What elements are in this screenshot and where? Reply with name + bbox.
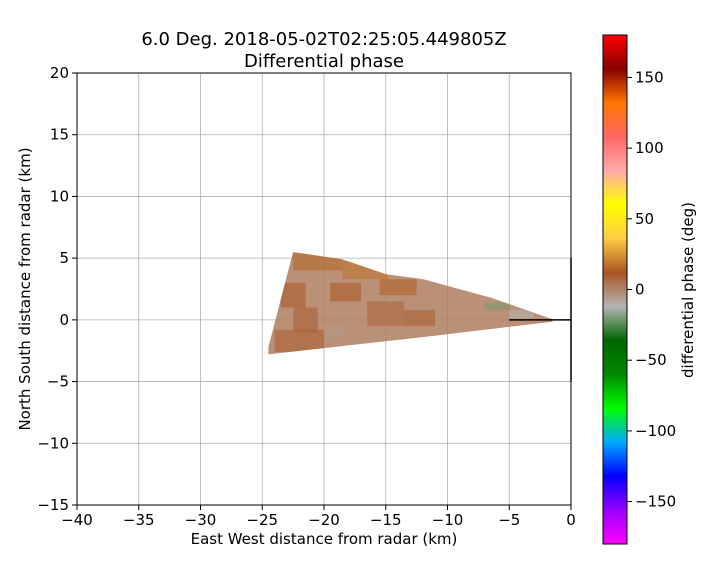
y-tick-label: 0 [59, 311, 69, 329]
colorbar-tick-label: 100 [635, 139, 664, 157]
phase-patch [274, 329, 324, 352]
x-axis-ticks: −40 −35 −30 −25 −20 −15 −10 −5 0 [61, 505, 576, 529]
y-tick-label: −15 [37, 496, 69, 514]
y-tick-label: 10 [50, 187, 69, 205]
x-tick-label: −40 [61, 511, 93, 529]
colorbar-gradient [602, 34, 628, 545]
phase-patch [330, 282, 362, 302]
x-tick-label: −30 [185, 511, 217, 529]
chart-title-line1: 6.0 Deg. 2018-05-02T02:25:05.449805Z [141, 29, 506, 50]
colorbar-tick-label: −100 [635, 422, 676, 440]
phase-patch [509, 309, 534, 319]
y-tick-label: 5 [59, 249, 69, 267]
colorbar: 150 100 50 0 −50 −100 −150 differential phase … [602, 34, 697, 545]
phase-sector [268, 252, 553, 355]
x-tick-label: −5 [498, 511, 520, 529]
y-tick-label: −5 [47, 373, 69, 391]
plot-area: −40 −35 −30 −25 −20 −15 −10 −5 0 −15 −10 −5 0 5 10 15 2… [37, 64, 575, 529]
phase-patch [404, 309, 436, 327]
colorbar-ticks: 150 100 50 0 −50 −100 −150 [627, 68, 676, 511]
colorbar-tick-label: 0 [635, 281, 645, 299]
y-tick-label: 20 [50, 64, 69, 82]
x-tick-label: −35 [123, 511, 155, 529]
x-tick-label: −10 [432, 511, 464, 529]
colorbar-tick-label: 150 [635, 68, 664, 86]
y-tick-label: 15 [50, 126, 69, 144]
phase-patch [293, 307, 318, 333]
y-axis-ticks: −15 −10 −5 0 5 10 15 20 [37, 64, 77, 514]
colorbar-label: differential phase (deg) [679, 202, 697, 378]
sector-patches [274, 253, 534, 352]
x-axis-label: East West distance from radar (km) [191, 530, 458, 548]
chart-title-line2: Differential phase [244, 51, 404, 72]
phase-patch [484, 302, 510, 310]
x-tick-label: −20 [308, 511, 340, 529]
phase-patch [324, 326, 343, 339]
phase-patch [379, 279, 417, 296]
phase-patch [280, 282, 306, 308]
y-axis-label: North South distance from radar (km) [16, 147, 34, 430]
x-tick-label: −15 [370, 511, 402, 529]
x-tick-label: 0 [566, 511, 576, 529]
colorbar-tick-label: 50 [635, 210, 654, 228]
colorbar-tick-label: −50 [635, 351, 667, 369]
x-tick-label: −25 [246, 511, 278, 529]
phase-patch [367, 301, 405, 327]
y-tick-label: −10 [37, 434, 69, 452]
colorbar-tick-label: −150 [635, 493, 676, 511]
